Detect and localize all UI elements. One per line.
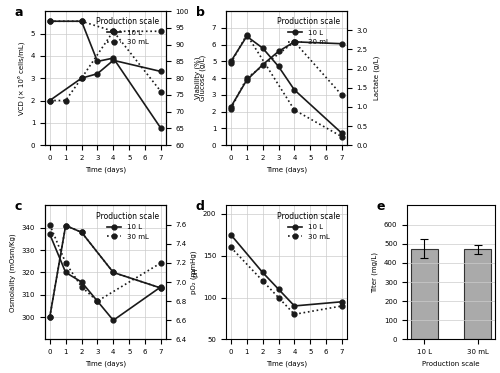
Y-axis label: pH: pH xyxy=(192,268,198,277)
Text: b: b xyxy=(196,6,205,19)
10 L xyxy=(158,69,164,74)
Y-axis label: Viability (%): Viability (%) xyxy=(194,57,201,100)
10 L xyxy=(228,232,234,237)
10 L xyxy=(158,286,164,290)
30 mL xyxy=(228,61,234,65)
30 mL xyxy=(276,295,281,300)
10 L xyxy=(94,72,100,76)
Legend: 10 L, 30 mL: 10 L, 30 mL xyxy=(94,15,162,48)
30 mL xyxy=(339,304,345,308)
10 L xyxy=(110,270,116,275)
30 mL xyxy=(244,32,250,37)
Line: 30 mL: 30 mL xyxy=(228,245,344,317)
30 mL xyxy=(78,76,84,81)
30 mL xyxy=(47,98,53,103)
Line: 10 L: 10 L xyxy=(228,232,344,308)
10 L xyxy=(276,64,281,69)
X-axis label: Time (days): Time (days) xyxy=(85,361,126,367)
Text: e: e xyxy=(376,200,385,213)
Bar xyxy=(464,250,491,339)
Legend: 10 L, 30 mL: 10 L, 30 mL xyxy=(274,209,344,242)
Text: d: d xyxy=(196,200,205,213)
Text: c: c xyxy=(15,200,22,213)
Y-axis label: Lactate (g/L): Lactate (g/L) xyxy=(374,56,380,100)
Line: 30 mL: 30 mL xyxy=(48,223,164,320)
10 L xyxy=(47,98,53,103)
30 mL xyxy=(47,315,53,319)
10 L xyxy=(339,300,345,304)
Line: 30 mL: 30 mL xyxy=(48,29,164,103)
Line: 10 L: 10 L xyxy=(48,223,164,320)
30 mL xyxy=(62,98,68,103)
Legend: 10 L, 30 mL: 10 L, 30 mL xyxy=(94,209,162,242)
10 L xyxy=(260,46,266,50)
30 mL xyxy=(158,286,164,290)
10 L xyxy=(260,270,266,275)
10 L xyxy=(47,315,53,319)
30 mL xyxy=(158,29,164,34)
Y-axis label: VCD (× 10⁶ cells/mL): VCD (× 10⁶ cells/mL) xyxy=(18,41,25,115)
10 L xyxy=(110,58,116,63)
30 mL xyxy=(339,135,345,139)
10 L xyxy=(339,131,345,136)
30 mL xyxy=(62,223,68,228)
10 L xyxy=(62,223,68,228)
30 mL xyxy=(110,29,116,34)
10 L xyxy=(292,304,298,308)
X-axis label: Time (days): Time (days) xyxy=(266,361,307,367)
Y-axis label: Titer (mg/L): Titer (mg/L) xyxy=(372,252,378,293)
10 L xyxy=(276,287,281,291)
30 mL xyxy=(260,279,266,283)
10 L xyxy=(78,230,84,235)
X-axis label: Time (days): Time (days) xyxy=(85,166,126,173)
10 L xyxy=(244,34,250,38)
10 L xyxy=(78,76,84,81)
Y-axis label: Osmolality (mOsm/Kg): Osmolality (mOsm/Kg) xyxy=(10,233,16,312)
30 mL xyxy=(228,245,234,250)
X-axis label: Production scale: Production scale xyxy=(422,361,480,367)
Y-axis label: Glucose (g/L): Glucose (g/L) xyxy=(200,55,206,101)
30 mL xyxy=(292,108,298,112)
30 mL xyxy=(110,270,116,275)
Line: 10 L: 10 L xyxy=(228,34,344,136)
Bar xyxy=(411,248,438,339)
Line: 30 mL: 30 mL xyxy=(228,32,344,139)
Legend: 10 L, 30 mL: 10 L, 30 mL xyxy=(274,15,344,48)
30 mL xyxy=(292,312,298,317)
X-axis label: Time (days): Time (days) xyxy=(266,166,307,173)
10 L xyxy=(228,59,234,64)
10 L xyxy=(292,88,298,92)
Y-axis label: pO₂ (mmHg): pO₂ (mmHg) xyxy=(191,251,198,294)
Text: a: a xyxy=(15,6,24,19)
30 mL xyxy=(78,230,84,235)
Line: 10 L: 10 L xyxy=(48,58,164,103)
